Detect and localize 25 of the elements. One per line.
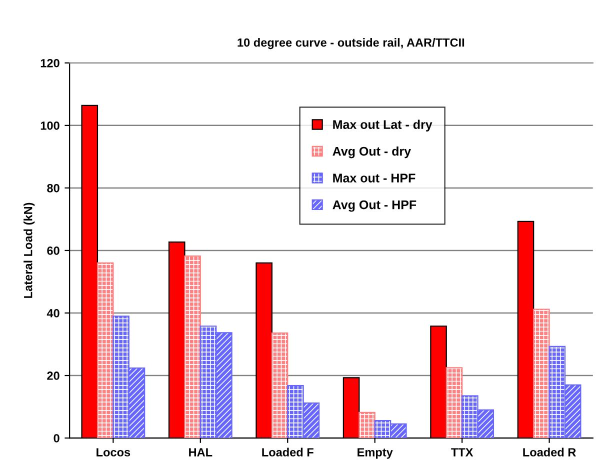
bar (533, 308, 550, 438)
y-tick-label: 80 (47, 184, 60, 192)
bar (358, 412, 376, 438)
x-tick-label: HAL (189, 448, 212, 456)
y-tick-label: 120 (40, 58, 60, 68)
x-tick-label: Empty (358, 448, 393, 459)
chart-title: 10 degree curve - outside rail, AAR/TTCII (238, 38, 464, 50)
bar (446, 367, 463, 438)
legend-label: Avg Out - HPF (332, 200, 416, 212)
legend-label: Max out - HPF (333, 174, 416, 182)
bar (96, 262, 114, 438)
bar (184, 256, 201, 438)
bar (271, 332, 288, 438)
legend-label: Avg Out - dry (332, 146, 411, 158)
y-tick-label: 0 (54, 434, 60, 442)
legend-label: Max out Lat - dry (333, 120, 432, 132)
y-tick-label: 20 (47, 372, 60, 380)
y-tick-label: 60 (47, 246, 60, 255)
x-tick-label: Loaded F (262, 448, 314, 456)
x-tick-label: Loaded R (523, 448, 576, 456)
x-tick-label: Locos (96, 448, 130, 456)
x-tick-label: TTX (451, 448, 474, 456)
y-axis-title: Lateral Load (kN) (24, 202, 35, 298)
y-tick-label: 100 (40, 121, 60, 130)
y-tick-label: 40 (46, 309, 60, 318)
